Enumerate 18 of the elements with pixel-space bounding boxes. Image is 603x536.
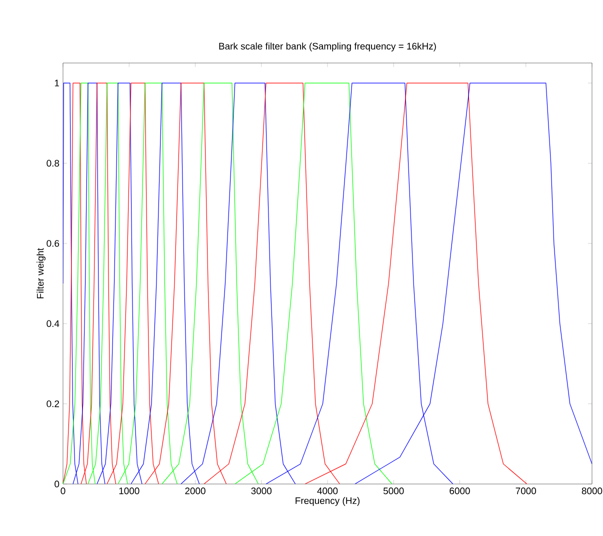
x-tick-label: 8000 [582, 488, 602, 494]
y-tick-label: 0.4 [46, 320, 60, 327]
x-axis-title: Frequency (Hz) [296, 497, 360, 506]
y-tick-label: 0 [54, 480, 60, 488]
x-tick-label: 6000 [450, 488, 470, 494]
x-tick-label: 7000 [516, 488, 536, 494]
chart-title: Bark scale filter bank (Sampling frequency = 16kHz) [219, 42, 436, 52]
x-tick-label: 4000 [317, 488, 338, 494]
x-tick-label: 5000 [383, 488, 404, 494]
x-tick-label: 2000 [185, 488, 206, 494]
y-tick-label: 1 [54, 80, 60, 86]
y-axis-title: Filter weight [36, 248, 46, 298]
x-tick-label: 1000 [119, 488, 140, 494]
x-tick-label: 0 [60, 488, 66, 494]
y-tick-label: 0.6 [46, 240, 60, 247]
y-tick-label: 0.8 [46, 160, 60, 167]
y-tick-label: 0.2 [46, 400, 60, 408]
x-tick-label: 3000 [251, 488, 272, 494]
